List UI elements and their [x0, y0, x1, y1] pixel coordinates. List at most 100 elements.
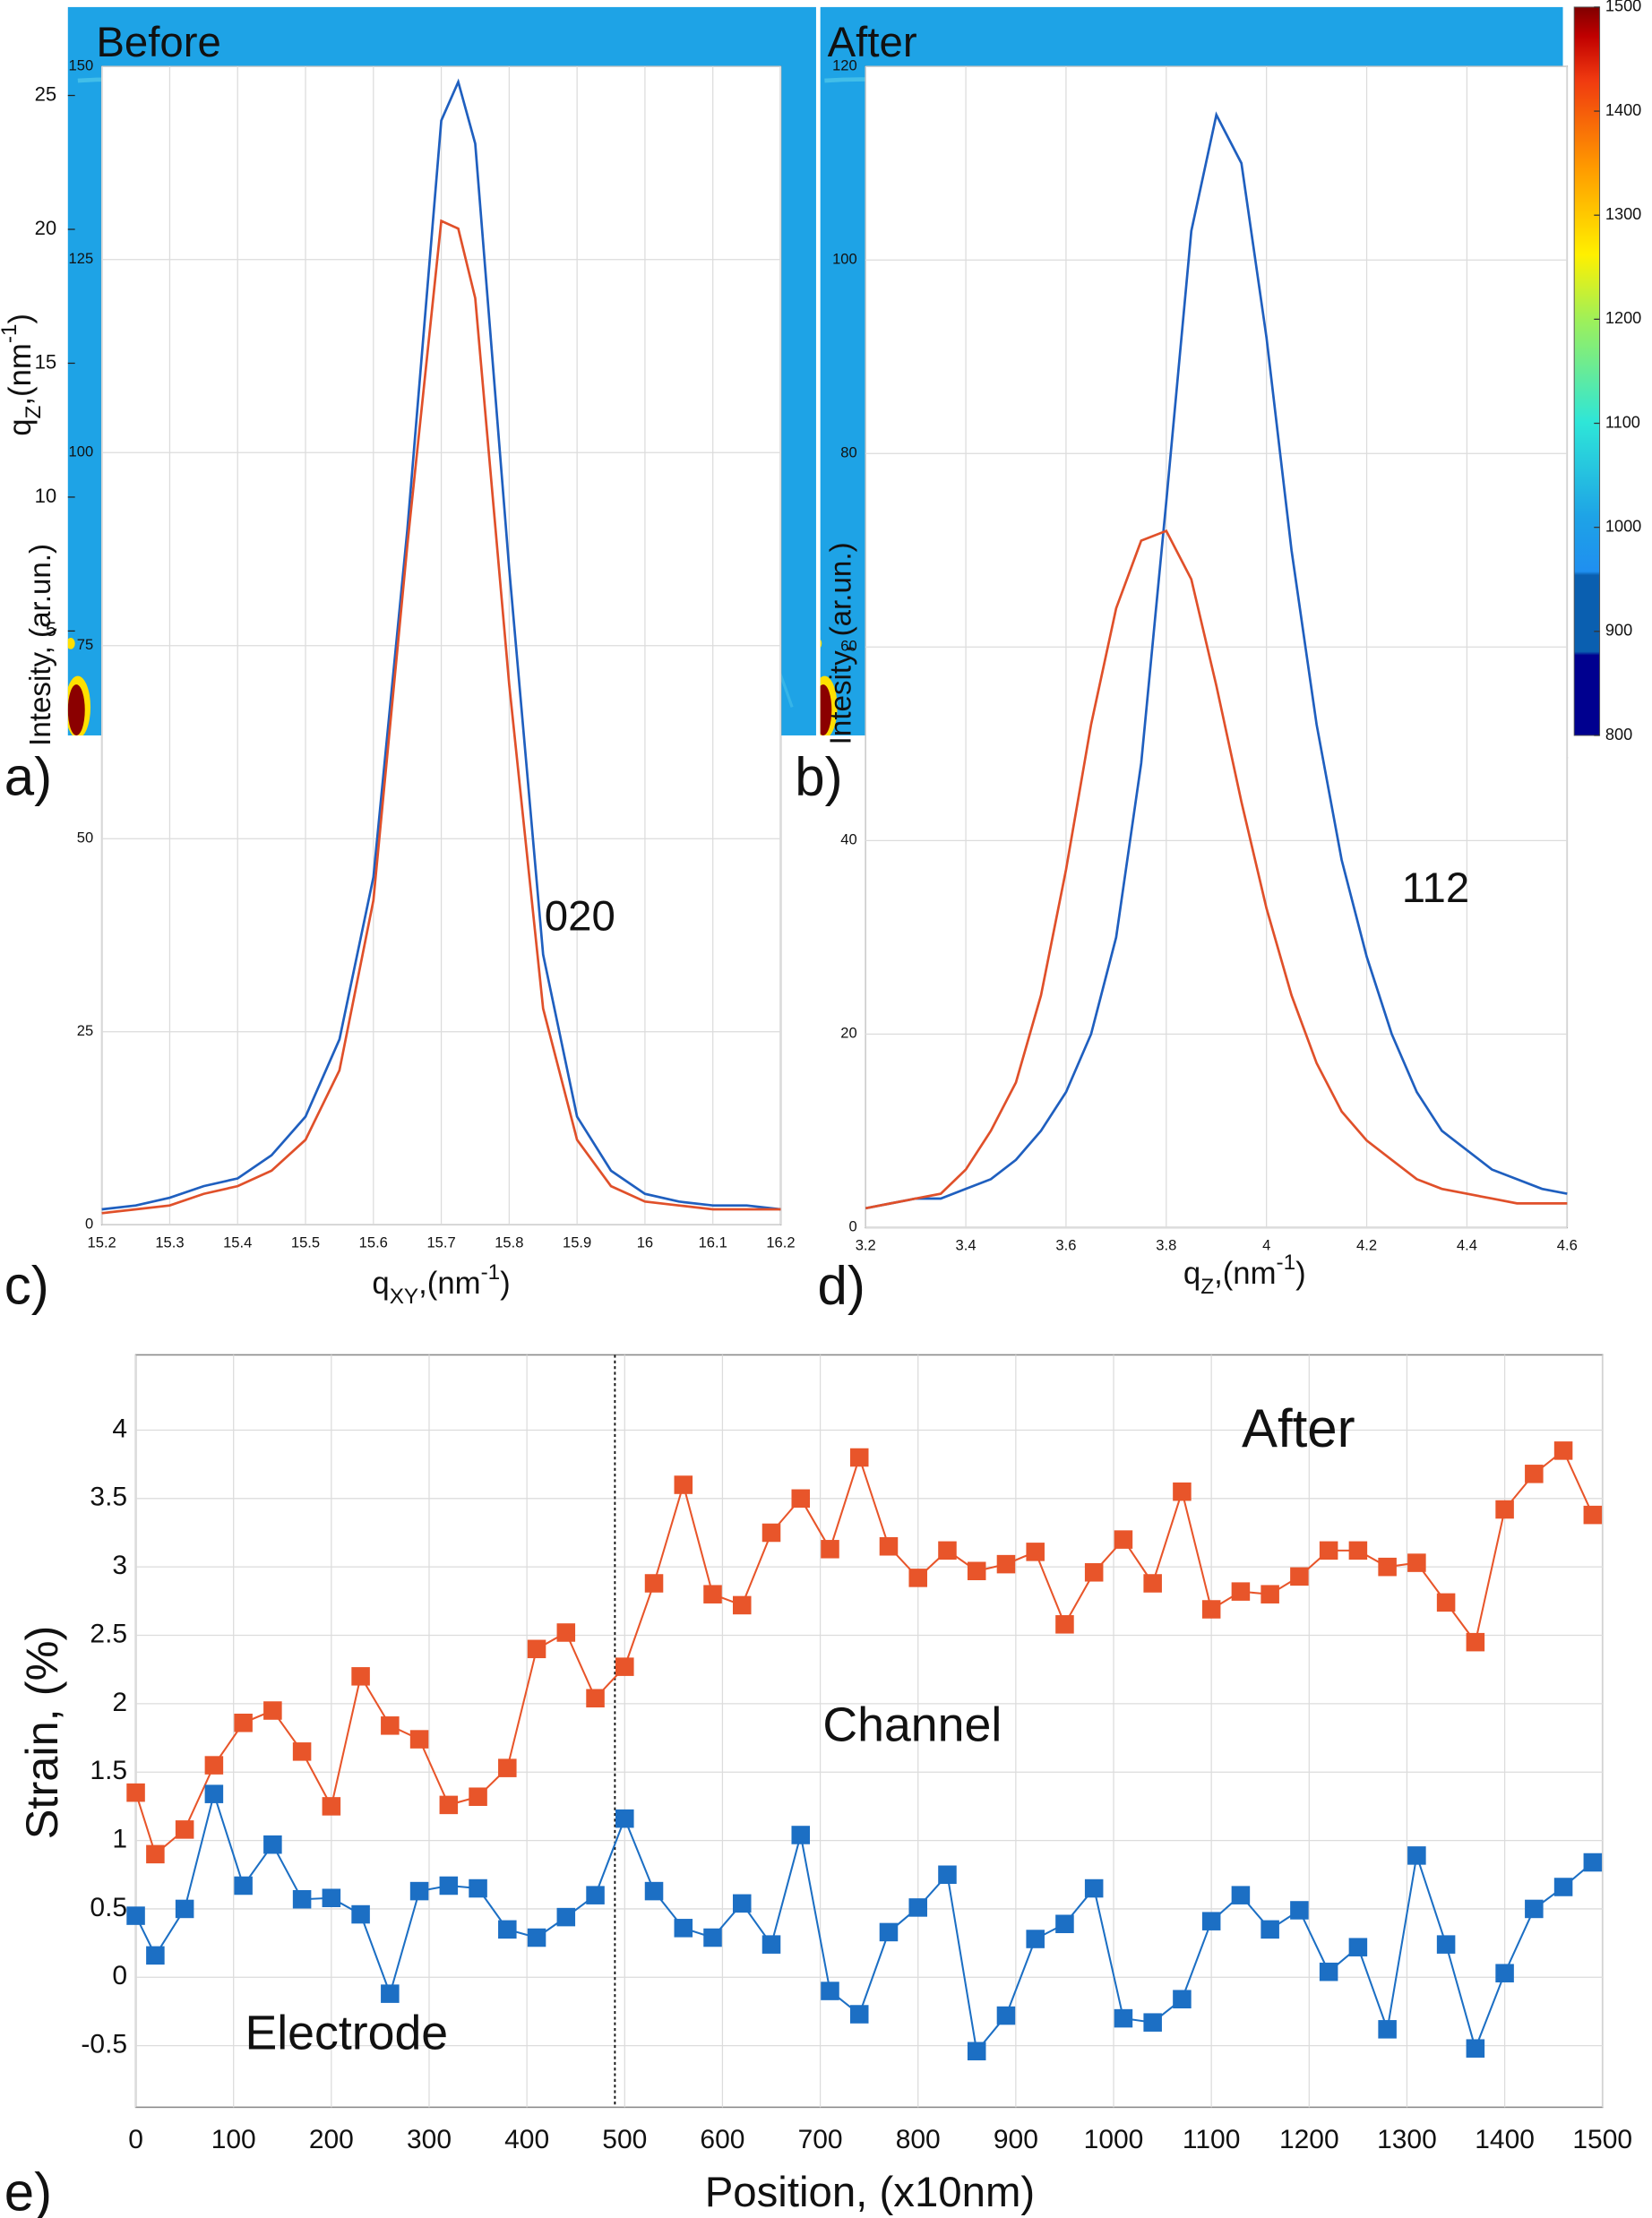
data-marker	[1290, 1901, 1309, 1920]
x-tick-label: 1400	[1475, 2125, 1535, 2154]
data-marker	[1407, 1553, 1426, 1572]
data-marker	[204, 1756, 224, 1775]
y-tick-label: 2.5	[90, 1619, 127, 1648]
y-tick-label: 50	[77, 830, 93, 847]
data-marker	[126, 1783, 145, 1802]
data-marker	[586, 1886, 605, 1904]
annotation: 112	[1402, 864, 1470, 912]
data-marker	[1114, 2008, 1133, 2028]
data-marker	[498, 1758, 517, 1777]
data-marker	[761, 1523, 781, 1543]
data-marker	[175, 1899, 194, 1919]
data-marker	[175, 1820, 194, 1839]
axis-label-part: )	[500, 1267, 511, 1301]
data-marker	[556, 1907, 576, 1927]
data-marker	[1084, 1878, 1104, 1898]
y-tick-label: 60	[840, 638, 856, 655]
y-tick-label: 3.5	[90, 1483, 127, 1512]
y-tick-label: 10	[35, 485, 57, 507]
data-marker	[1290, 1567, 1309, 1586]
x-tick-label: 15.4	[223, 1234, 252, 1251]
data-marker	[263, 1701, 282, 1720]
data-marker	[1261, 1920, 1279, 1939]
data-marker	[1583, 1853, 1603, 1872]
y-tick-label: 100	[832, 251, 857, 268]
x-tick-label: 15.7	[426, 1234, 455, 1251]
axis-label-part: -1	[0, 324, 22, 344]
data-marker	[761, 1935, 781, 1954]
y-tick-label: 5	[46, 618, 56, 640]
x-tick-label: 15.2	[88, 1234, 116, 1251]
data-marker	[1525, 1465, 1544, 1483]
y-axis-label: Strain, (%)	[16, 1626, 67, 1840]
colorbar-tick-label: 1000	[1605, 517, 1641, 535]
data-marker	[1173, 1482, 1192, 1501]
x-tick-label: 3.6	[1055, 1236, 1076, 1253]
data-marker	[967, 2042, 986, 2061]
axis-label-part: Z	[22, 405, 46, 418]
data-marker	[1143, 2013, 1162, 2032]
data-marker	[908, 1569, 927, 1587]
data-marker	[849, 2005, 869, 2024]
data-marker	[1436, 1593, 1456, 1612]
data-marker	[821, 1540, 839, 1559]
y-tick-label: 40	[840, 831, 856, 848]
data-marker	[586, 1689, 605, 1708]
data-marker	[204, 1784, 224, 1803]
x-tick-label: 400	[504, 2125, 549, 2154]
data-marker	[1436, 1935, 1456, 1954]
data-marker	[1495, 1500, 1514, 1519]
data-marker	[1407, 1846, 1426, 1865]
data-marker	[615, 1657, 634, 1676]
data-marker	[469, 1878, 487, 1898]
data-marker	[234, 1713, 253, 1732]
data-marker	[1231, 1582, 1251, 1601]
x-tick-label: 1200	[1279, 2125, 1339, 2154]
data-marker	[821, 1982, 839, 2000]
data-marker	[146, 1946, 165, 1965]
colorbar-tick-label: 900	[1605, 622, 1632, 640]
data-marker	[879, 1922, 899, 1942]
colorbar-tick-label: 1100	[1605, 413, 1640, 431]
x-tick-label: 15.9	[563, 1234, 591, 1251]
axis-label-part: ,(nm	[418, 1267, 480, 1301]
data-marker	[1201, 1600, 1221, 1619]
axis-label-part: q	[372, 1267, 389, 1301]
plot-area	[134, 1354, 1604, 2109]
data-marker	[644, 1574, 664, 1593]
data-marker	[292, 1889, 312, 1909]
data-marker	[381, 1716, 400, 1735]
y-tick-label: 4	[112, 1414, 127, 1443]
panel-label: e)	[4, 2162, 52, 2218]
x-tick-label: 1000	[1084, 2125, 1144, 2154]
data-marker	[1231, 1886, 1251, 1904]
y-tick-label: 3	[112, 1551, 127, 1580]
colorbar-tick-label: 1400	[1605, 101, 1641, 119]
data-marker	[703, 1585, 722, 1603]
series-line	[101, 78, 781, 1211]
data-marker	[674, 1475, 693, 1494]
series-line	[865, 111, 1568, 1210]
axis-label-part: ,(nm	[4, 343, 38, 405]
data-marker	[1348, 1938, 1368, 1956]
x-tick-label: 200	[309, 2125, 354, 2154]
data-marker	[996, 1554, 1016, 1574]
x-tick-label: 100	[211, 2125, 256, 2154]
data-marker	[1525, 1899, 1544, 1919]
y-tick-label: 100	[69, 443, 94, 460]
panel-label: c)	[4, 1256, 49, 1316]
colorbar	[1573, 6, 1601, 736]
x-tick-label: 15.5	[291, 1234, 320, 1251]
data-marker	[381, 1984, 400, 2003]
panel-label: d)	[818, 1256, 865, 1316]
data-marker	[644, 1881, 664, 1901]
data-marker	[351, 1904, 370, 1924]
data-marker	[1055, 1914, 1074, 1934]
data-marker	[322, 1797, 341, 1816]
data-marker	[879, 1537, 899, 1556]
colorbar-tick-label: 1200	[1605, 309, 1641, 327]
x-tick-label: 300	[407, 2125, 452, 2154]
data-marker	[439, 1876, 459, 1896]
data-marker	[1055, 1615, 1074, 1634]
